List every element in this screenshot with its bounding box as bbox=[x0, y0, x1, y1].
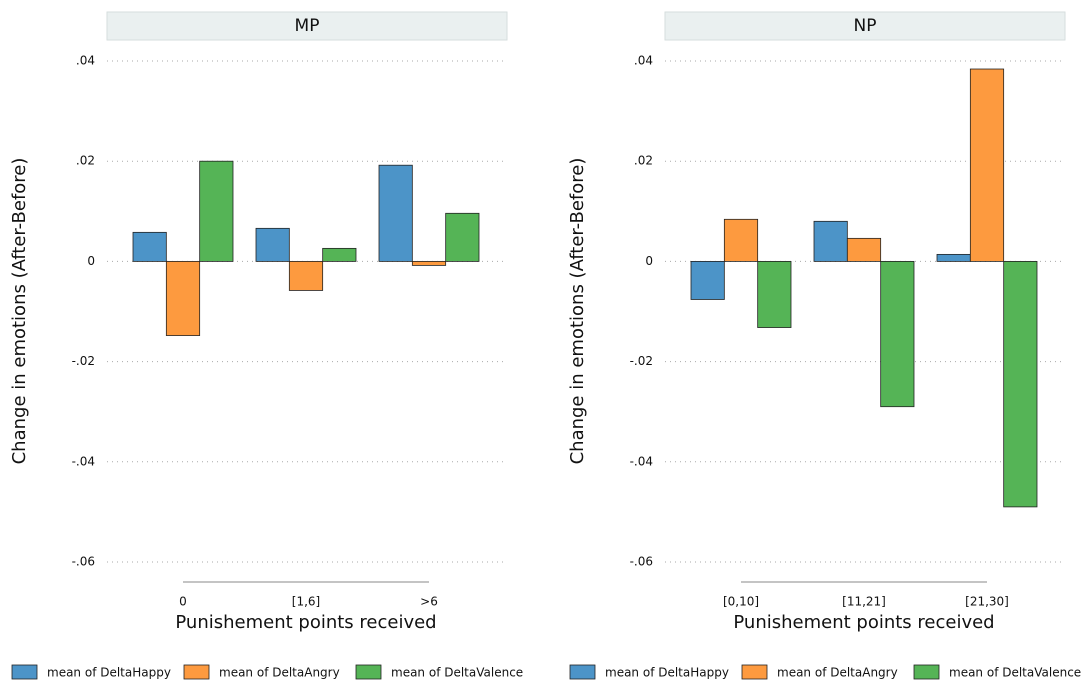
x-tick-label: [11,21] bbox=[842, 595, 886, 609]
x-tick-label: [21,30] bbox=[965, 595, 1009, 609]
legend-swatch bbox=[741, 664, 768, 680]
bar bbox=[322, 247, 357, 262]
panel-header bbox=[106, 11, 508, 41]
bar bbox=[880, 260, 915, 408]
y-tick-label: 0 bbox=[645, 254, 653, 268]
y-tick-label: .02 bbox=[634, 154, 653, 168]
bar bbox=[1003, 260, 1038, 508]
legend-swatch bbox=[183, 664, 210, 680]
y-tick-label: -.04 bbox=[630, 454, 653, 468]
legend-label: mean of DeltaHappy bbox=[605, 666, 729, 680]
bar bbox=[445, 212, 480, 262]
panel-title: NP bbox=[854, 16, 877, 36]
x-tick-label: >6 bbox=[420, 595, 438, 609]
bar bbox=[846, 237, 882, 262]
legend-label: mean of DeltaValence bbox=[949, 666, 1081, 680]
y-tick-label: .04 bbox=[76, 54, 95, 68]
bar bbox=[936, 253, 971, 262]
legend-swatch bbox=[11, 664, 38, 680]
panel-header bbox=[664, 11, 1066, 41]
y-axis-title: Change in emotions (After-Before) bbox=[567, 158, 588, 465]
bar bbox=[411, 260, 447, 266]
bar bbox=[199, 160, 234, 262]
bar bbox=[255, 227, 290, 262]
legend-label: mean of DeltaValence bbox=[391, 666, 523, 680]
bar bbox=[165, 260, 201, 336]
y-tick-label: -.02 bbox=[72, 354, 95, 368]
bar bbox=[690, 260, 725, 300]
legend-label: mean of DeltaHappy bbox=[47, 666, 171, 680]
legend-label: mean of DeltaAngry bbox=[219, 666, 340, 680]
legend-swatch bbox=[355, 664, 382, 680]
y-tick-label: -.06 bbox=[630, 555, 653, 569]
bar bbox=[813, 220, 848, 262]
x-tick-label: [0,10] bbox=[723, 595, 759, 609]
y-axis-title: Change in emotions (After-Before) bbox=[9, 158, 30, 465]
x-axis-title: Punishement points received bbox=[175, 612, 436, 633]
x-axis-title: Punishement points received bbox=[733, 612, 994, 633]
legend-label: mean of DeltaAngry bbox=[777, 666, 898, 680]
y-tick-label: .02 bbox=[76, 154, 95, 168]
bar bbox=[132, 231, 167, 262]
legend-swatch bbox=[569, 664, 596, 680]
bar bbox=[378, 164, 413, 262]
y-tick-label: .04 bbox=[634, 54, 653, 68]
y-tick-label: -.06 bbox=[72, 555, 95, 569]
legend-swatch bbox=[913, 664, 940, 680]
x-tick-label: [1,6] bbox=[292, 595, 320, 609]
x-tick-label: 0 bbox=[179, 595, 187, 609]
bar bbox=[723, 218, 759, 262]
panel-title: MP bbox=[295, 16, 320, 36]
y-tick-label: -.04 bbox=[72, 454, 95, 468]
y-tick-label: -.02 bbox=[630, 354, 653, 368]
bar bbox=[757, 260, 792, 328]
y-tick-label: 0 bbox=[87, 254, 95, 268]
bar bbox=[288, 260, 324, 291]
bar bbox=[969, 68, 1005, 262]
